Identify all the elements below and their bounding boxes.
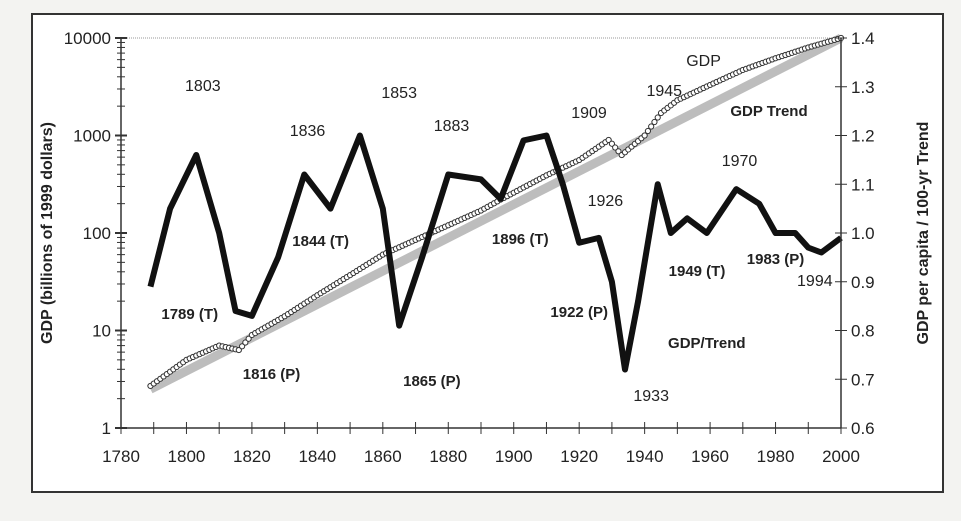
y2-tick-label: 0.6 [851,419,875,438]
annotation-label: 1816 (P) [243,366,301,383]
annotation-label: 1933 [633,388,669,405]
x-tick-label: 1880 [429,447,467,466]
gdp-point [605,136,612,144]
x-tick-label: 1840 [298,447,336,466]
gdp-point [651,118,658,126]
annotation-label: 1853 [381,85,417,102]
gdp-point [612,144,619,151]
x-tick-label: 1940 [626,447,664,466]
y-tick-label: 100 [83,224,111,243]
gdp-point [608,140,616,147]
annotation-label: 1945 [646,83,682,100]
y-tick-label: 10000 [64,29,111,48]
y-tick-label: 1000 [73,127,111,146]
x-tick-label: 1860 [364,447,402,466]
x-tick-label: 2000 [822,447,860,466]
y2-tick-label: 1.0 [851,224,875,243]
annotation-label: 1789 (T) [161,306,218,323]
y2-tick-label: 1.4 [851,29,875,48]
annotation-label: 1896 (T) [492,231,549,248]
gdp-point [648,123,655,130]
x-tick-label: 1980 [757,447,795,466]
annotation-label: 1909 [571,105,607,122]
y2-tick-label: 0.7 [851,370,875,389]
y2-axis-title: GDP per capita / 100-yr Trend [915,122,932,345]
gdp-point [245,335,252,342]
annotation-label: GDP/Trend [668,335,746,352]
annotation-label: 1949 (T) [669,263,726,280]
y-axis-title: GDP (billions of 1999 dollars) [39,122,56,344]
gdp-point [641,132,648,139]
x-tick-label: 1960 [691,447,729,466]
gdp-point [242,339,249,346]
x-tick-label: 1800 [168,447,206,466]
annotation-label: GDP Trend [730,103,807,120]
annotation-label: 1983 (P) [747,251,805,268]
gdp-point [654,114,661,121]
annotation-label: 1865 (P) [403,373,461,390]
annotation-label: 1844 (T) [292,233,349,250]
gdp-trend-line [148,33,844,394]
annotation-label: 1836 [290,123,326,140]
annotation-label: 1883 [434,118,470,135]
chart-frame [31,13,944,493]
y2-tick-label: 1.3 [851,78,875,97]
annotation-label: 1970 [722,153,758,170]
gdp-point [238,343,246,350]
gdp-point [644,127,652,135]
x-tick-label: 1900 [495,447,533,466]
annotation-label: 1994 [797,273,833,290]
y2-tick-label: 0.8 [851,322,875,341]
annotation-label: 1922 (P) [550,304,608,321]
gdp-point [235,346,242,354]
y2-tick-label: 1.1 [851,175,875,194]
x-tick-label: 1780 [102,447,140,466]
x-tick-label: 1820 [233,447,271,466]
annotation-label: 1803 [185,78,221,95]
y2-tick-label: 1.2 [851,127,875,146]
gdp-point [615,148,622,155]
y-tick-label: 1 [102,419,111,438]
y2-tick-label: 0.9 [851,273,875,292]
y-tick-label: 10 [92,322,111,341]
annotation-label: GDP [686,53,721,70]
gdp-per-trend-line [147,132,843,373]
annotation-label: 1926 [588,193,624,210]
x-tick-label: 1920 [560,447,598,466]
